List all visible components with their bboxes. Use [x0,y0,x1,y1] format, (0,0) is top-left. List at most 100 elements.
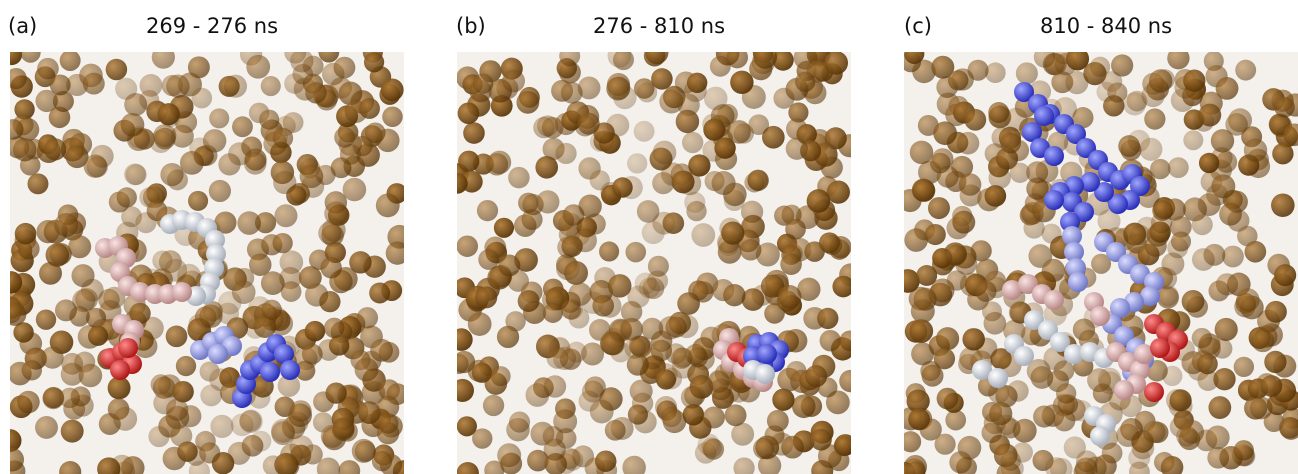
lipid-sphere [200,385,222,407]
lipid-sphere [1023,218,1044,239]
lipid-sphere [378,413,399,434]
lipid-sphere [559,45,580,66]
lipid-sphere [945,410,966,431]
lipid-sphere [1234,440,1254,460]
lipid-sphere [273,233,293,253]
lipid-sphere [242,435,264,457]
lipid-sphere [1042,224,1062,244]
lipid-sphere [152,46,175,69]
lipid-sphere [355,358,379,382]
lipid-sphere [1274,97,1295,118]
lipid-sphere [497,326,519,348]
lipid-sphere [1199,153,1219,173]
lipid-sphere [839,370,861,392]
lipid-sphere [0,271,22,293]
lipid-sphere [305,321,326,342]
figure: (a) 269 - 276 ns (b) 276 - 810 ns (c) 81… [0,0,1298,474]
lipid-sphere [180,151,204,175]
lipid-sphere [911,342,934,365]
lipid-sphere [1182,290,1205,313]
lipid-sphere [934,348,955,369]
lipid-sphere [1,44,22,65]
lipid-sphere [318,222,341,245]
lipid-sphere [682,132,703,153]
lipid-sphere [83,73,105,95]
lipid-sphere [320,257,341,278]
lipid-sphere [946,244,966,264]
lipid-sphere [544,439,566,461]
lipid-sphere [160,163,183,186]
lipid-sphere [1271,193,1295,217]
lipid-sphere [725,404,747,426]
lipid-sphere [334,57,356,79]
lipid-sphere [648,256,669,277]
lipid-sphere [365,122,386,143]
lipid-sphere [959,173,982,196]
lipid-sphere [561,82,583,104]
lipid-sphere [639,277,660,298]
lipid-sphere [1000,451,1020,471]
lipid-sphere [463,122,485,144]
lipid-sphere [518,290,540,312]
lipid-sphere [1208,396,1231,419]
lipid-sphere [601,332,624,355]
lipid-sphere [704,87,728,111]
lipid-sphere [653,141,677,165]
lipid-sphere [1183,130,1203,150]
panel-title: 269 - 276 ns [146,14,278,38]
lipid-sphere [456,235,478,257]
lipid-sphere [290,400,312,422]
lipid-sphere [1065,71,1088,94]
lipid-sphere [246,55,270,79]
lipid-sphere [687,73,707,93]
lipid-sphere [210,415,233,438]
lipid-sphere [561,300,581,320]
lipid-sphere [302,344,323,365]
lipid-sphere [453,351,475,373]
polymer-bead [260,362,280,382]
lipid-sphere [810,429,832,451]
lipid-sphere [599,241,619,261]
polymer-bead [755,364,775,384]
lipid-sphere [1166,389,1188,411]
lipid-sphere [148,426,169,447]
lipid-sphere [239,410,262,433]
lipid-sphere [651,68,673,90]
lipid-sphere [663,410,687,434]
lipid-sphere [324,318,345,339]
lipid-sphere [1167,47,1189,69]
lipid-sphere [369,282,390,303]
lipid-sphere [656,369,676,389]
lipid-sphere [79,364,103,388]
lipid-sphere [261,271,285,295]
lipid-sphere [964,109,986,131]
lipid-sphere [1216,273,1238,295]
lipid-sphere [778,285,802,309]
lipid-sphere [701,437,721,457]
lipid-sphere [214,211,236,233]
lipid-sphere [930,153,951,174]
lipid-sphere [300,164,324,188]
lipid-sphere [1131,437,1154,460]
lipid-sphere [908,408,930,430]
lipid-sphere [1149,69,1172,92]
lipid-sphere [376,193,400,217]
lipid-sphere [731,423,754,446]
lipid-sphere [988,102,1009,123]
lipid-sphere [1000,133,1021,154]
lipid-sphere [6,68,27,89]
lipid-sphere [556,143,577,164]
polymer-bead [1044,146,1064,166]
lipid-sphere [334,127,355,148]
lipid-sphere [1215,318,1238,341]
lipid-sphere [343,178,367,202]
lipid-sphere [68,235,91,258]
lipid-sphere [3,303,26,326]
lipid-sphere [834,434,856,456]
lipid-sphere [1176,425,1197,446]
lipid-sphere [780,253,802,275]
lipid-sphere [753,45,777,69]
lipid-sphere [817,308,838,329]
lipid-sphere [730,71,753,94]
lipid-sphere [473,73,493,93]
